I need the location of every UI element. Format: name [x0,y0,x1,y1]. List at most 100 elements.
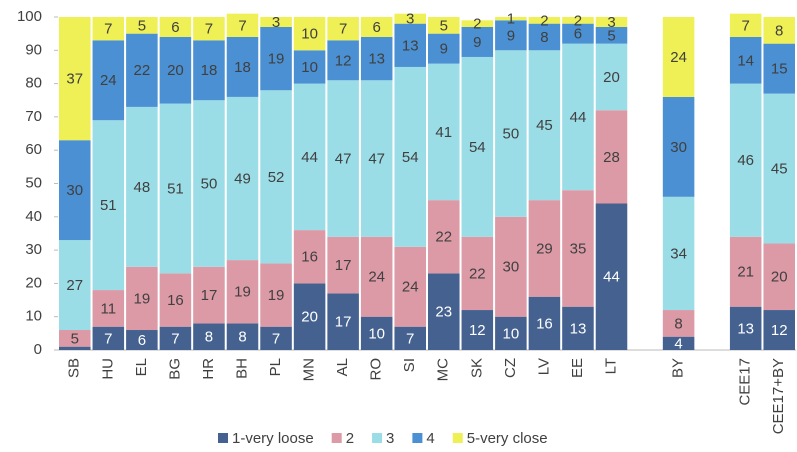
data-label: 9 [440,41,448,58]
data-label: 3 [607,14,615,31]
data-label: 17 [335,314,352,331]
bar-segment [92,120,125,291]
bar-segment [159,17,192,37]
bar-segment [159,36,192,104]
legend-swatch [412,433,423,443]
bar-segment [327,236,359,294]
bar-segment [562,190,594,307]
bar-segment [92,290,125,327]
legend-label: 4 [426,430,434,447]
y-tick-label: 90 [25,41,42,58]
data-label: 41 [435,124,452,141]
data-label: 46 [737,152,754,169]
bar-segment [729,13,762,37]
data-label: 37 [66,71,83,88]
bar-segment [193,323,225,350]
x-tick-label: AL [334,358,351,376]
bar-segment [126,330,158,350]
data-label: 7 [238,17,246,34]
bar-segment [327,17,359,41]
bar-segment [360,36,393,81]
data-label: 9 [473,34,481,51]
data-label: 2 [574,12,582,29]
data-label: 50 [201,175,218,192]
bar-segment [126,33,158,107]
data-label: 15 [771,61,788,78]
bar-segment [360,80,393,237]
legend-swatch [331,433,342,443]
data-label: 7 [104,21,112,38]
data-label: 47 [335,150,352,167]
legend-label: 1-very loose [232,430,314,447]
data-label: 10 [368,325,385,342]
data-label: 12 [335,52,352,69]
data-label: 2 [473,16,481,33]
bar-segment [59,240,91,331]
bar-segment [260,26,292,91]
bar-segment [260,326,292,350]
data-label: 30 [503,259,520,276]
bar-segment [729,236,762,307]
data-label: 8 [674,315,682,332]
bar-segment [159,326,192,350]
data-label: 18 [234,59,251,76]
bar-segment [59,346,91,350]
bar-segment [763,43,795,94]
x-tick-label: LT [602,358,619,374]
data-label: 8 [205,329,213,346]
data-label: 47 [368,150,385,167]
bar-segment [662,17,695,97]
data-label: 8 [238,329,246,346]
bar-segment [226,13,259,37]
bar-segment [461,56,494,237]
bar-segment [495,316,527,350]
x-tick-label: SB [66,358,83,378]
bar-segment [92,40,125,121]
legend-swatch [372,433,383,443]
data-label: 45 [771,160,788,177]
data-label: 6 [138,332,146,349]
data-label: 18 [201,62,218,79]
y-tick-label: 10 [25,308,42,325]
bar-segment [394,13,426,24]
bar-segment [763,243,795,311]
bar-segment [562,17,594,24]
bar-segment [260,17,292,27]
data-label: 12 [771,322,788,339]
data-label: 1 [507,11,515,28]
data-label: 44 [301,149,318,166]
bar-segment [327,80,359,237]
data-label: 5 [71,330,79,347]
data-label: 4 [674,335,682,352]
data-label: 51 [167,180,184,197]
data-label: 11 [101,300,117,317]
bar-segment [226,260,259,324]
bar-segment [562,23,594,44]
data-label: 13 [368,51,385,68]
x-tick-label: BY [670,358,687,378]
bar-segment [461,26,494,57]
data-label: 10 [503,325,520,342]
data-label: 20 [301,309,318,326]
bar-segment [293,17,326,51]
data-label: 19 [234,284,251,301]
data-label: 20 [167,62,184,79]
data-label: 6 [574,26,582,43]
data-label: 24 [402,279,419,296]
data-label: 50 [503,126,520,143]
bar-segment [293,83,326,231]
bar-segment [327,40,359,81]
bar-segment [763,310,795,350]
x-tick-label: BG [166,358,183,380]
bar-segment [193,266,225,324]
data-label: 29 [536,240,553,257]
bar-segment [595,43,628,111]
y-tick-label: 60 [25,141,42,158]
legend-label: 2 [346,430,354,447]
bar-segment [461,236,494,311]
data-label: 14 [737,52,754,69]
bar-segment [428,273,460,350]
data-label: 5 [440,17,448,34]
x-tick-label: SK [468,358,485,378]
